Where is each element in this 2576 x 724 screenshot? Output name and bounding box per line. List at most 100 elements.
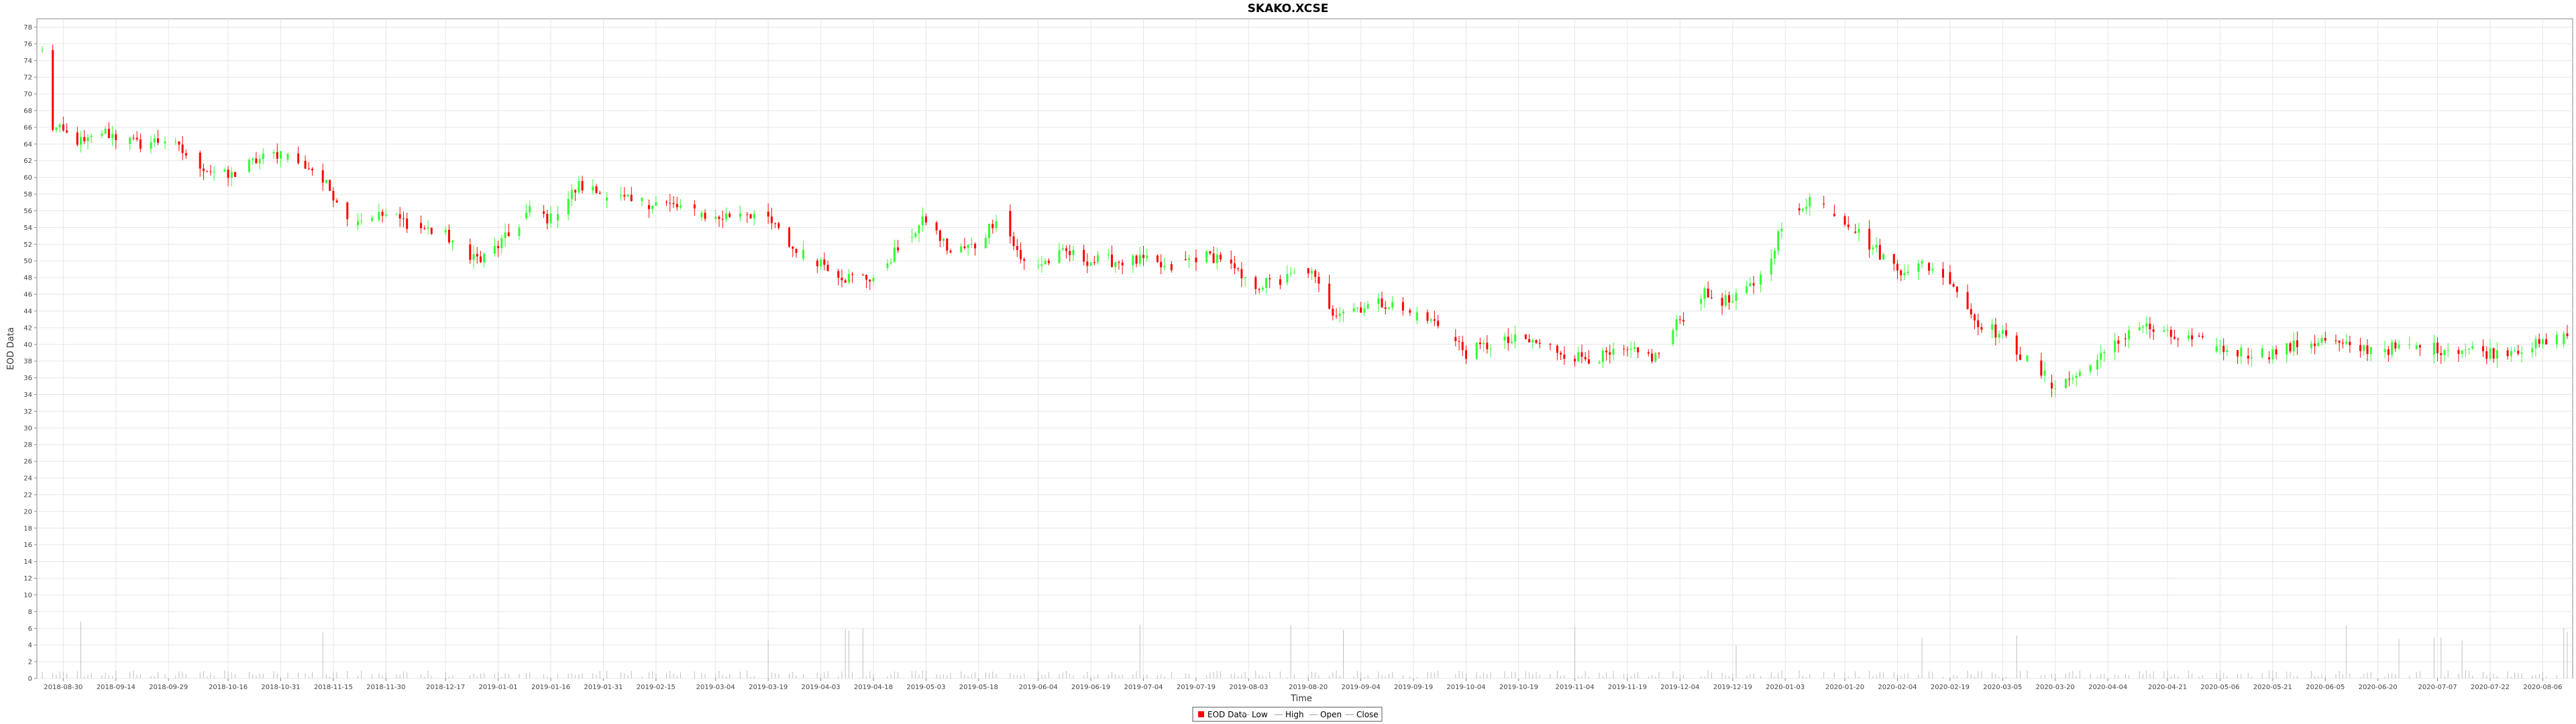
candle-body (792, 246, 794, 249)
y-tick-label: 18 (23, 525, 32, 532)
candle-body (1658, 353, 1660, 354)
candle-body (279, 151, 282, 159)
candle-body (395, 214, 398, 215)
candle-body (329, 180, 331, 191)
candle-body (1777, 231, 1780, 251)
candle-body (749, 214, 752, 219)
candle-body (1212, 253, 1215, 263)
candle-body (630, 194, 633, 202)
candle-body (1072, 249, 1075, 255)
candle-body (679, 205, 682, 208)
candle-body (2187, 335, 2190, 339)
y-tick-label: 6 (28, 625, 32, 633)
candle-body (946, 239, 949, 251)
candle-body (1682, 320, 1685, 322)
y-tick-label: 32 (23, 408, 32, 416)
candle-body (2072, 377, 2074, 379)
candle-body (115, 134, 117, 140)
candle-body (2436, 343, 2439, 353)
candle-body (1110, 254, 1113, 267)
candle-body (101, 133, 103, 136)
candle-body (1409, 310, 1411, 313)
candle-body (1377, 298, 1380, 304)
candle-body (1970, 308, 1972, 315)
candle-body (66, 130, 68, 133)
candle-body (1156, 255, 1159, 262)
candle-body (967, 245, 969, 249)
candle-body (739, 213, 741, 217)
candle-body (1868, 229, 1871, 250)
x-tick-label: 2020-06-20 (2359, 684, 2398, 691)
candle-body (1458, 341, 1460, 342)
candle-body (525, 213, 527, 219)
candle-body (2538, 339, 2540, 344)
candle-body (844, 280, 847, 283)
candle-body (132, 137, 135, 139)
x-tick-label: 2019-07-04 (1124, 684, 1163, 691)
y-tick-label: 38 (23, 358, 32, 365)
candle-body (430, 227, 433, 234)
candle-body (595, 186, 598, 193)
legend-entry: High (1285, 710, 1304, 719)
candle-body (2471, 346, 2474, 349)
candle-body (2103, 352, 2106, 353)
candle-body (1146, 255, 1148, 258)
x-tick-label: 2019-09-19 (1394, 684, 1433, 691)
candle-body (938, 230, 941, 241)
candle-body (104, 129, 107, 134)
candle-body (2149, 323, 2151, 330)
candle-body (1047, 260, 1050, 263)
candle-body (1338, 313, 1341, 316)
candle-body (2349, 341, 2351, 345)
x-axis: 2018-08-30 2018-09-14 2018-09-29 2018-10-16… (44, 678, 2562, 691)
candle-body (1093, 262, 1095, 263)
candle-body (276, 152, 278, 159)
candle-body (2366, 345, 2369, 354)
candle-body (325, 180, 327, 183)
candle-body (1952, 284, 1955, 287)
candle-body (1065, 248, 1068, 251)
candle-body (1974, 314, 1976, 320)
y-tick-label: 12 (23, 575, 32, 583)
candle-body (1121, 262, 1124, 265)
candle-body (1483, 343, 1485, 345)
candle-body (1549, 343, 1552, 345)
candle-body (2418, 345, 2421, 348)
candle-body (518, 227, 521, 236)
candle-body (1237, 268, 1240, 269)
candle-body (890, 262, 892, 263)
candle-body (1381, 298, 1383, 308)
legend-entry: Low (1252, 710, 1268, 719)
candle-body (1244, 277, 1246, 279)
candle-body (2218, 345, 2221, 347)
candle-body (2363, 345, 2365, 351)
candle-body (1892, 253, 1895, 264)
y-tick-label: 72 (23, 74, 32, 82)
candle-body (129, 137, 131, 145)
candle-body (1366, 304, 1369, 309)
candle-body (2531, 348, 2534, 353)
x-tick-label: 2019-08-03 (1229, 684, 1268, 691)
candle-body (2563, 333, 2565, 345)
candle-body (963, 246, 966, 249)
candle-body (2201, 336, 2204, 338)
volume-bars (42, 621, 2568, 678)
x-tick-label: 2018-08-30 (44, 684, 83, 691)
x-tick-label: 2020-03-20 (2036, 684, 2075, 691)
candle-body (914, 233, 917, 237)
candle-body (2043, 370, 2046, 376)
candle-body (774, 223, 777, 224)
candle-body (1707, 288, 1709, 298)
candle-body (2096, 359, 2098, 370)
candle-body (1875, 245, 1878, 248)
candle-body (2226, 350, 2229, 353)
y-tick-label: 2 (28, 659, 32, 666)
candle-body (2482, 346, 2485, 351)
legend-entry: Open (1320, 710, 1342, 719)
candle-body (1780, 229, 1783, 232)
x-tick-label: 2018-10-31 (261, 684, 300, 691)
candle-body (1563, 354, 1566, 359)
candle-body (1160, 261, 1163, 267)
candle-body (1454, 337, 1457, 341)
candle-body (1514, 334, 1517, 342)
